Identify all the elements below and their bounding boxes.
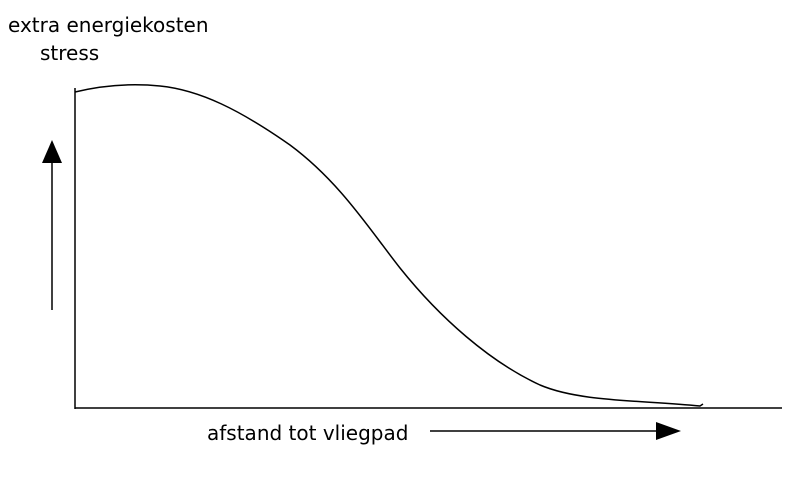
x-axis-label: afstand tot vliegpad	[207, 421, 408, 445]
y-axis-label: stress	[40, 41, 99, 65]
y-axis-label: extra energiekosten	[8, 13, 209, 37]
curve	[74, 84, 704, 407]
up-arrow-head	[42, 140, 62, 163]
right-arrow-head	[656, 422, 681, 440]
